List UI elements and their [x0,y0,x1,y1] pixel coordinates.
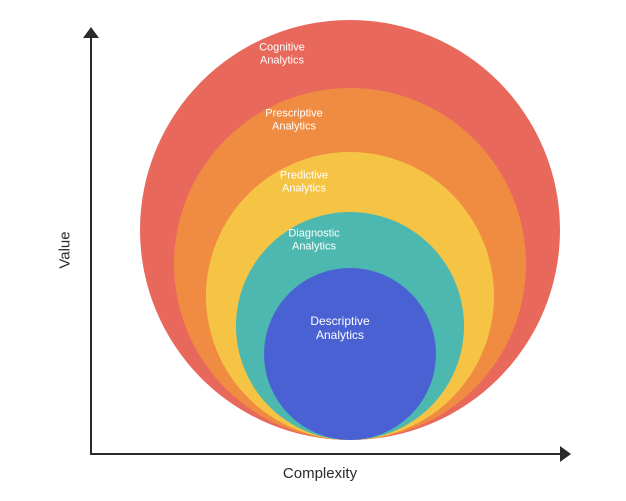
ring-label-cognitive: Cognitive Analytics [259,41,305,66]
diagram-canvas: Cognitive Analytics Prescriptive Analytic… [0,0,626,501]
ring-label-descriptive: Descriptive Analytics [310,315,369,343]
ring-label-predictive: Predictive Analytics [280,169,328,194]
x-axis-arrow [560,446,571,462]
y-axis-line [90,35,92,455]
ring-descriptive [264,268,436,440]
y-axis-label: Value [57,231,74,268]
ring-label-prescriptive: Prescriptive Analytics [265,107,322,132]
ring-label-diagnostic: Diagnostic Analytics [288,227,339,252]
y-axis-arrow [83,27,99,38]
x-axis-label: Complexity [283,465,357,482]
x-axis-line [90,453,560,455]
